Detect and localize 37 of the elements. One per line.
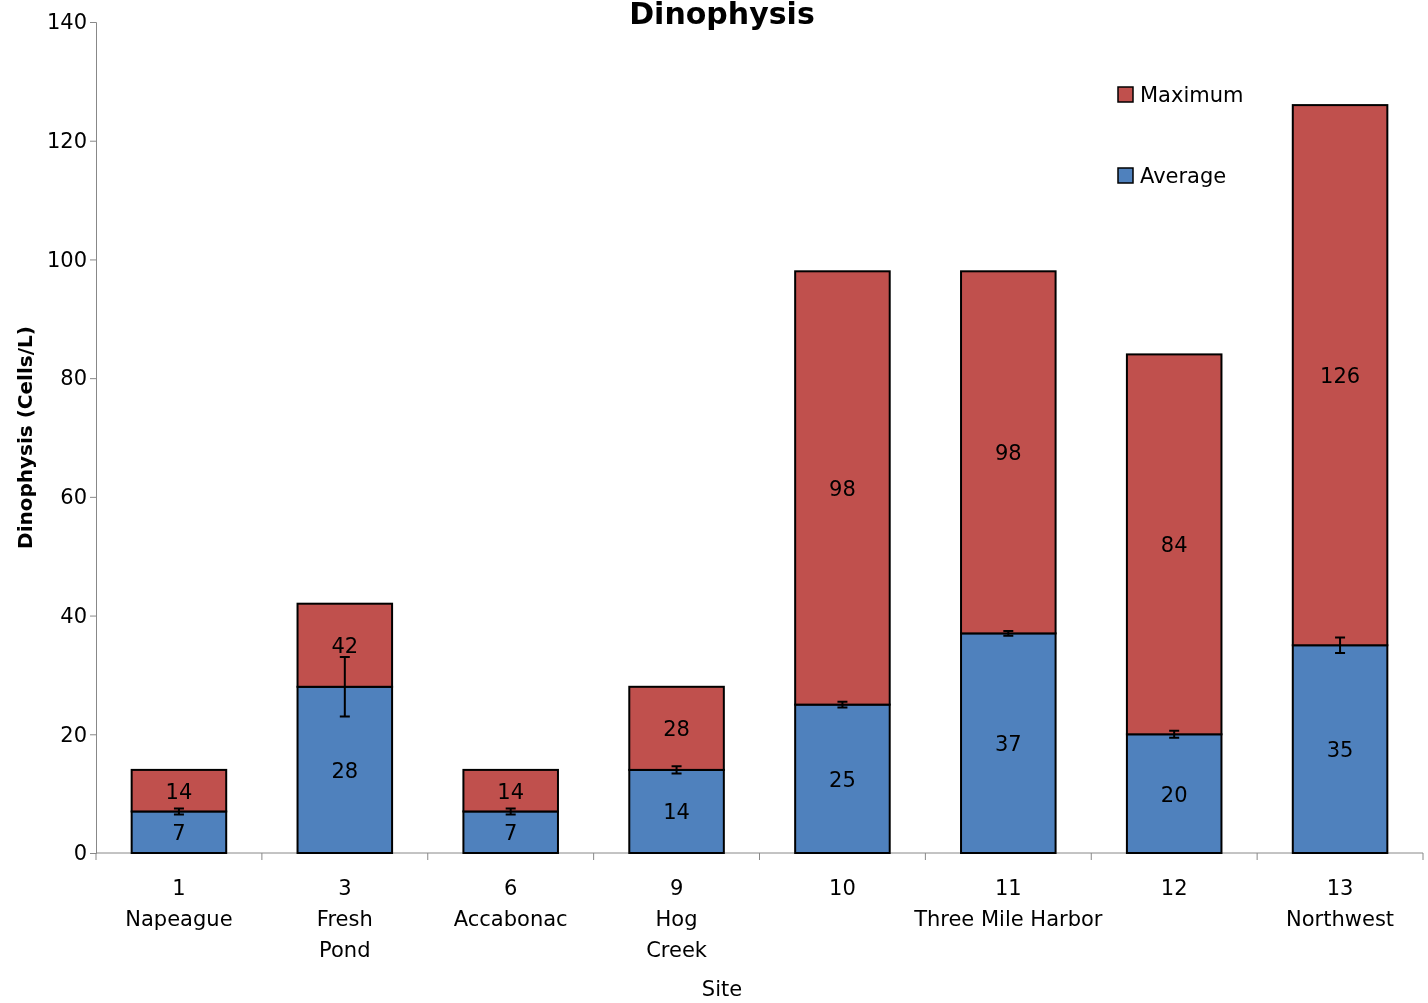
x-tick-label: 13 Northwest [1286, 876, 1395, 931]
x-tick-label: 6 Accabonac [453, 876, 568, 931]
x-axis-title: Site [701, 977, 743, 1001]
x-tick-label: 1 Napeague [125, 876, 233, 931]
y-tick-label: 80 [60, 366, 87, 391]
total-label: 98 [994, 441, 1022, 466]
total-label: 126 [1320, 364, 1361, 389]
x-tick-label: 3 Fresh Pond [316, 876, 373, 962]
legend-label: Maximum [1140, 83, 1244, 107]
total-label: 42 [331, 634, 359, 659]
y-tick-label: 20 [60, 722, 87, 747]
data-label: 7 [504, 821, 518, 846]
legend-label: Average [1140, 164, 1227, 188]
chart-title: Dinophysis [629, 0, 815, 31]
y-tick-label: 60 [60, 485, 87, 510]
y-tick-label: 140 [46, 10, 87, 35]
y-tick-label: 0 [73, 841, 87, 866]
total-label: 14 [165, 779, 193, 804]
data-label: 7 [172, 821, 186, 846]
total-label: 84 [1160, 533, 1188, 558]
data-label: 20 [1160, 782, 1188, 807]
data-label: 14 [663, 800, 690, 825]
x-tick-label: 11 Three Mile Harbor [913, 876, 1103, 931]
y-tick-label: 100 [46, 247, 87, 272]
y-axis-title: Dinophysis (Cells/L) [13, 326, 37, 549]
data-label: 37 [994, 732, 1022, 757]
total-label: 98 [829, 476, 856, 501]
data-label: 35 [1326, 738, 1354, 763]
data-label: 25 [829, 767, 856, 792]
x-tick-label: 10 [829, 876, 856, 900]
data-label: 28 [331, 758, 359, 783]
total-label: 28 [663, 717, 690, 742]
total-label: 14 [497, 779, 525, 804]
y-tick-label: 120 [46, 128, 87, 153]
y-tick-label: 40 [60, 603, 87, 628]
x-tick-label: 12 [1160, 876, 1188, 900]
x-tick-label: 9 Hog Creek [646, 876, 708, 962]
